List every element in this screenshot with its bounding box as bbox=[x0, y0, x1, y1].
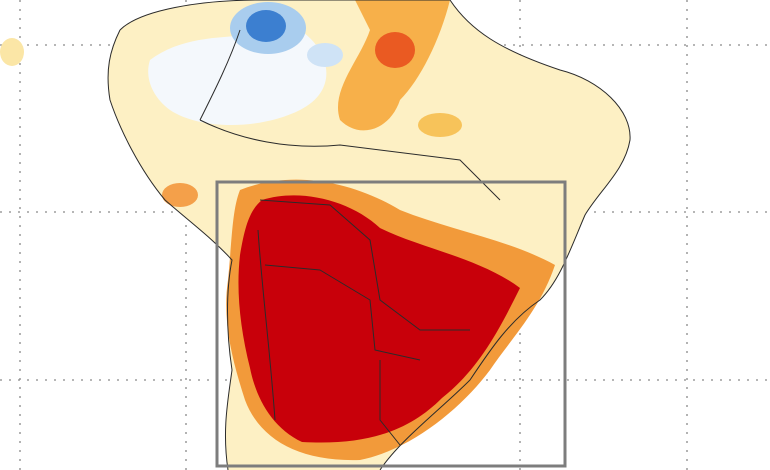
country-border bbox=[199, 119, 501, 201]
anomaly-field bbox=[0, 0, 631, 470]
warm-anomaly-core bbox=[375, 32, 415, 68]
cool-anomaly-core bbox=[246, 10, 286, 42]
neutral-zone bbox=[148, 30, 327, 125]
country-border bbox=[257, 229, 276, 421]
cool-anomaly bbox=[307, 43, 343, 67]
strong-warm-anomaly bbox=[238, 195, 520, 443]
country-border bbox=[259, 199, 470, 331]
borders bbox=[107, 0, 631, 470]
warm-anomaly bbox=[418, 113, 462, 137]
warm-anomaly bbox=[0, 38, 24, 66]
country-border bbox=[264, 264, 421, 361]
country-border bbox=[199, 29, 241, 121]
coastline bbox=[107, 0, 631, 470]
warm-anomaly bbox=[162, 183, 198, 207]
country-border bbox=[379, 360, 401, 446]
study-region-box bbox=[215, 180, 567, 468]
